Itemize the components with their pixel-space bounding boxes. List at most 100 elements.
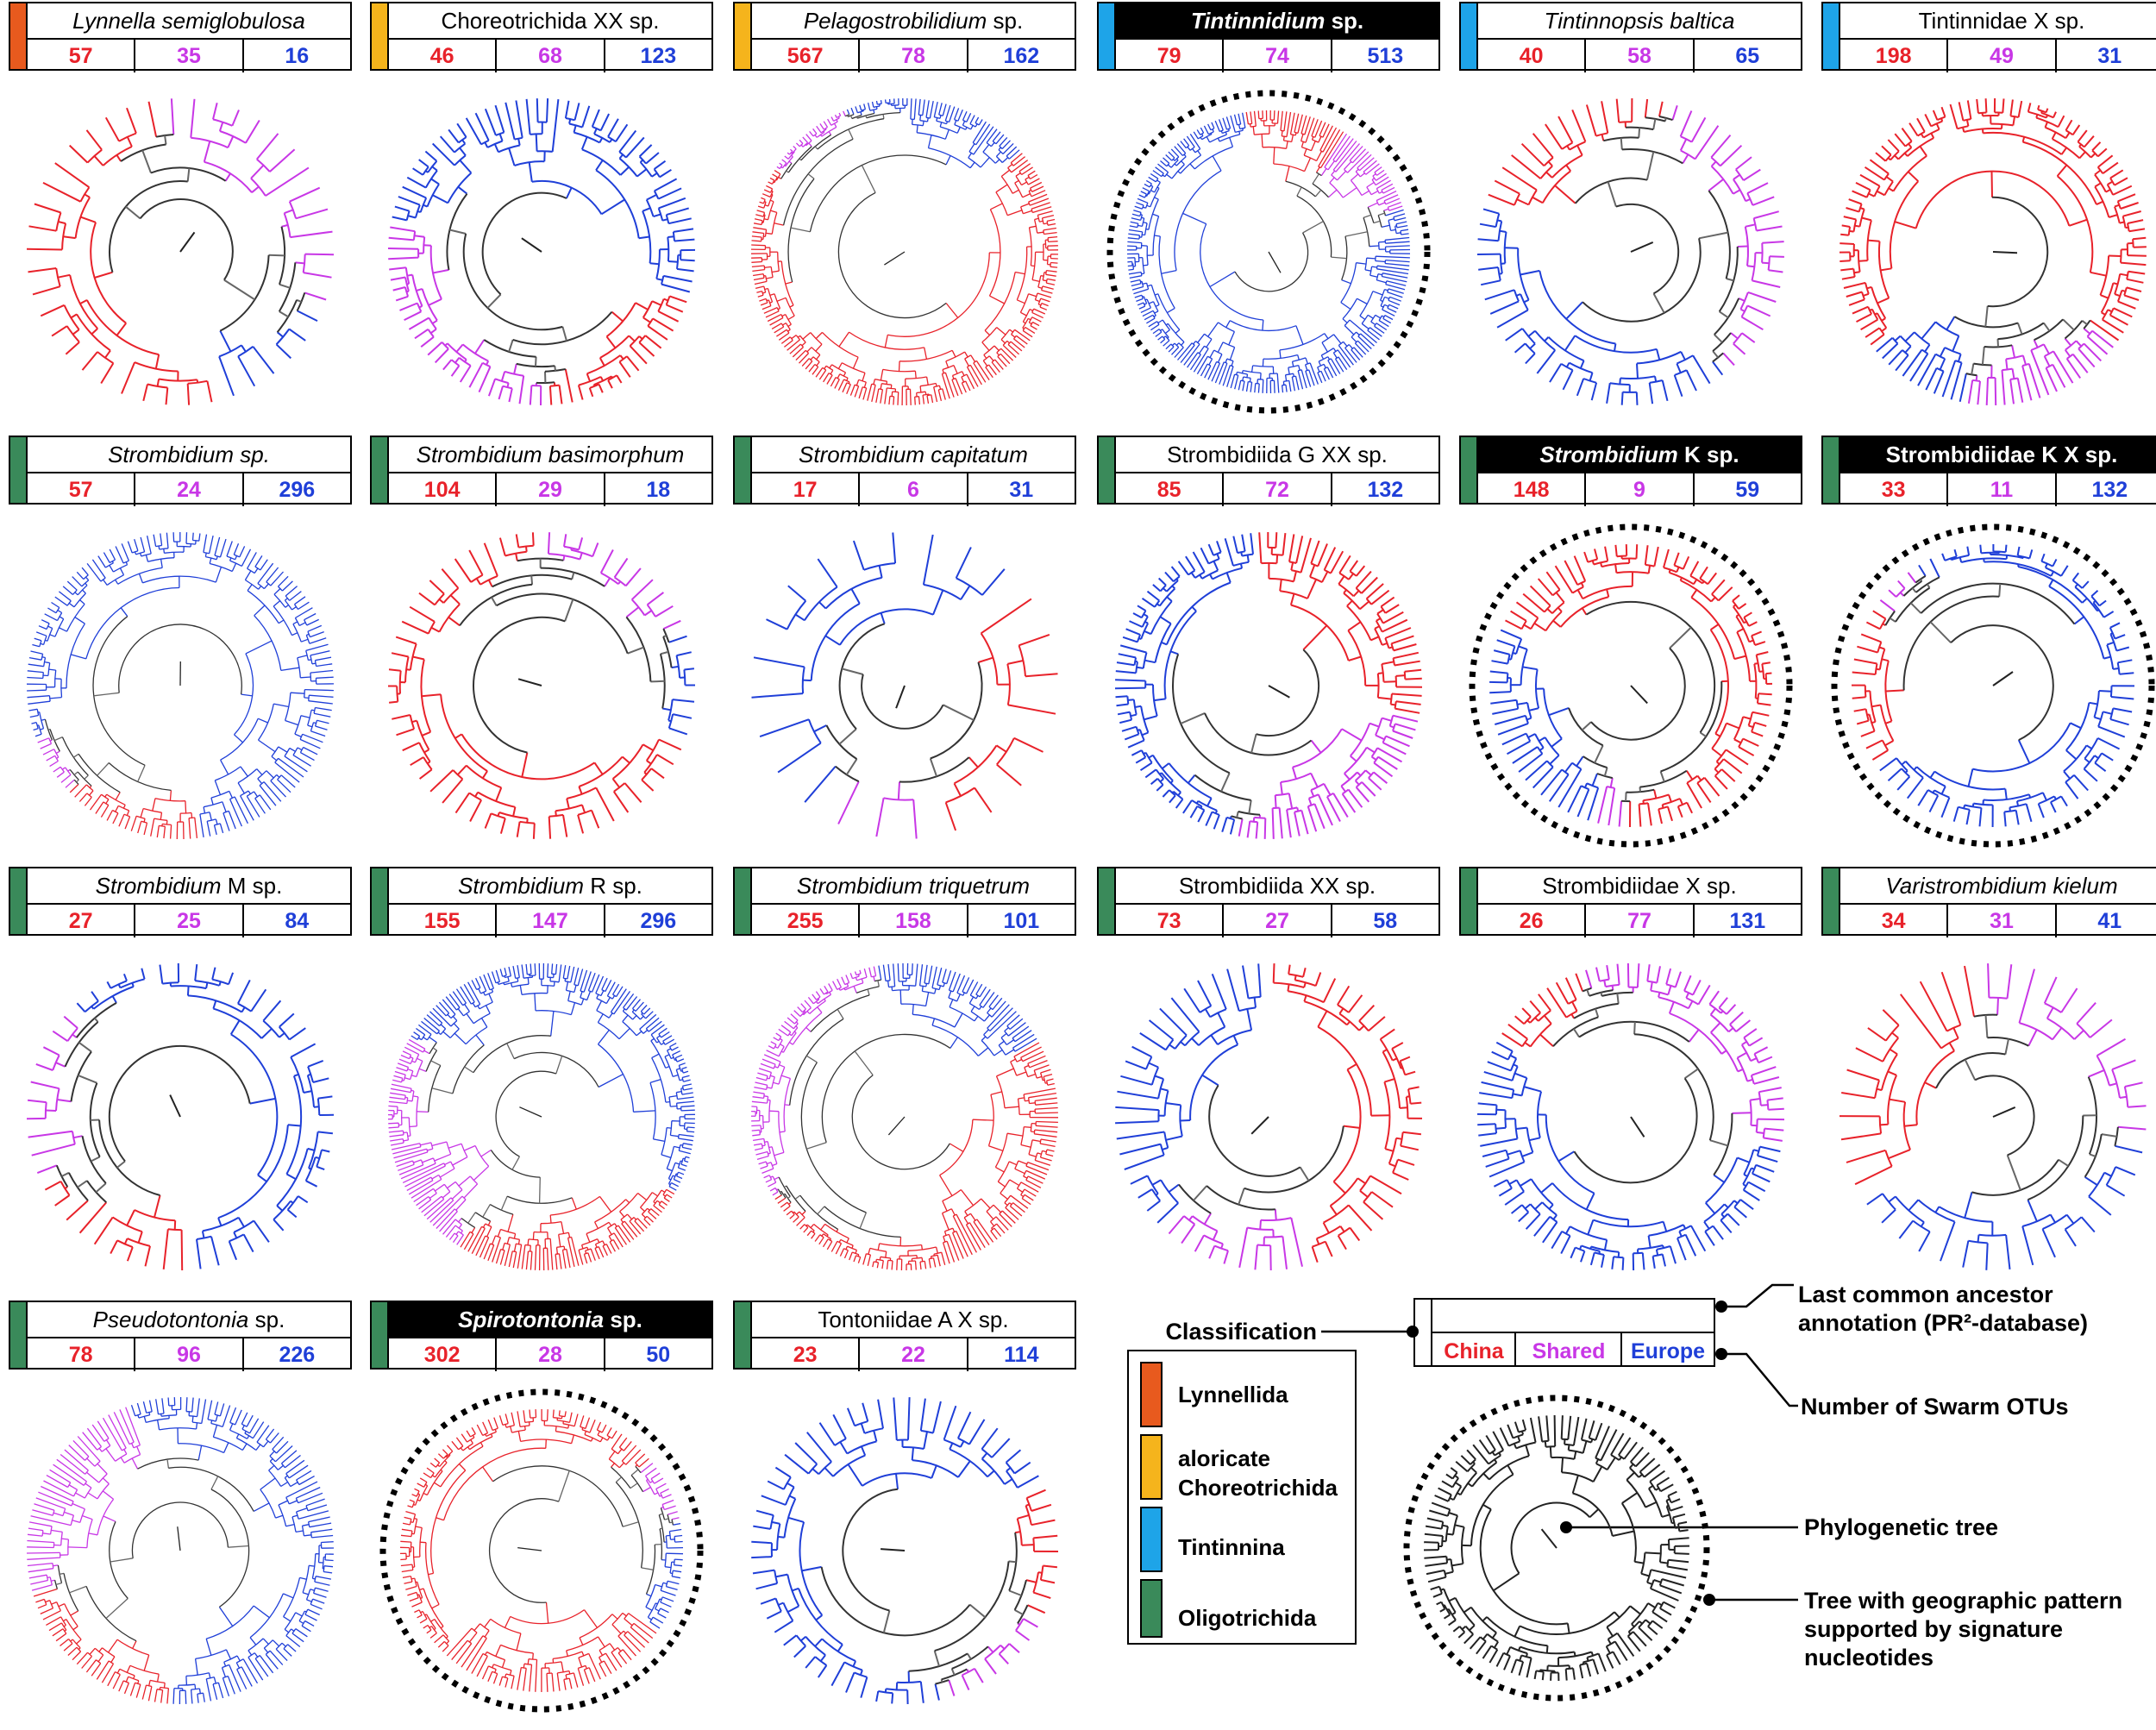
shared-count: 78 bbox=[858, 40, 966, 72]
taxon-name: Strombidiidae X sp. bbox=[1478, 868, 1801, 905]
china-count: 17 bbox=[752, 473, 858, 506]
europe-count: 16 bbox=[242, 40, 350, 72]
china-count: 198 bbox=[1840, 40, 1946, 72]
classification-color-bar bbox=[9, 436, 28, 505]
phylogenetic-tree bbox=[741, 1387, 1069, 1714]
shared-count: 28 bbox=[495, 1338, 603, 1371]
classification-color-bar bbox=[1459, 436, 1478, 505]
phylogenetic-tree bbox=[16, 522, 344, 849]
china-count: 57 bbox=[28, 40, 134, 72]
taxon-name: Choreotrichida XX sp. bbox=[389, 3, 711, 40]
shared-count: 68 bbox=[495, 40, 603, 72]
key-shared: Shared bbox=[1532, 1339, 1606, 1363]
tree-panel: Strombidiidae K X sp. 33 11 132 bbox=[1821, 436, 2156, 865]
taxon-name: Strombidium R sp. bbox=[389, 868, 711, 905]
legend-example-tree bbox=[1401, 1393, 1712, 1703]
otu-label: Number of Swarm OTUs bbox=[1801, 1394, 2069, 1420]
classification-color-bar bbox=[733, 2, 752, 71]
classification-color-bar bbox=[370, 2, 389, 71]
china-count: 73 bbox=[1116, 905, 1222, 937]
tree-panel: Spirotontonia sp. 302 28 50 bbox=[370, 1301, 713, 1730]
tree-panel: Choreotrichida XX sp. 46 68 123 bbox=[370, 2, 713, 431]
europe-count: 131 bbox=[1693, 905, 1801, 937]
tree-panel: Varistrombidium kielum 34 31 41 bbox=[1821, 867, 2156, 1296]
taxon-name: Strombidiida G XX sp. bbox=[1116, 437, 1438, 473]
shared-count: 35 bbox=[134, 40, 241, 72]
china-count: 155 bbox=[389, 905, 495, 937]
taxon-name: Strombidium basimorphum bbox=[389, 437, 711, 473]
classification-color-bar bbox=[1097, 2, 1116, 71]
china-count: 85 bbox=[1116, 473, 1222, 506]
china-count: 34 bbox=[1840, 905, 1946, 937]
classification-color-bar bbox=[370, 436, 389, 505]
phylogenetic-tree bbox=[378, 88, 705, 416]
shared-count: 25 bbox=[134, 905, 241, 937]
europe-count: 513 bbox=[1331, 40, 1438, 72]
phylogenetic-tree bbox=[378, 1387, 705, 1714]
china-count: 46 bbox=[389, 40, 495, 72]
classification-color-bar bbox=[9, 867, 28, 936]
taxon-name: Strombidiida XX sp. bbox=[1116, 868, 1438, 905]
classification-color-bar bbox=[9, 2, 28, 71]
europe-count: 31 bbox=[2055, 40, 2156, 72]
taxon-name: Pseudotontonia sp. bbox=[28, 1302, 350, 1338]
classification-color-bar bbox=[370, 1301, 389, 1370]
shared-count: 9 bbox=[1584, 473, 1692, 506]
tree-panel: Tontoniidae A X sp. 23 22 114 bbox=[733, 1301, 1076, 1730]
taxon-name: Tontoniidae A X sp. bbox=[752, 1302, 1075, 1338]
tree-panel: Tintinnopsis baltica 40 58 65 bbox=[1459, 2, 1802, 431]
phylogenetic-tree bbox=[741, 953, 1069, 1281]
classification-color-bar bbox=[1821, 436, 1840, 505]
phylogenetic-tree bbox=[1467, 522, 1795, 849]
europe-count: 18 bbox=[604, 473, 711, 506]
china-count: 104 bbox=[389, 473, 495, 506]
shared-count: 24 bbox=[134, 473, 241, 506]
phylogenetic-tree bbox=[16, 953, 344, 1281]
classification-color-bar bbox=[733, 436, 752, 505]
europe-count: 296 bbox=[242, 473, 350, 506]
tree-panel: Strombidium K sp. 148 9 59 bbox=[1459, 436, 1802, 865]
classification-color-bar bbox=[1459, 867, 1478, 936]
china-count: 26 bbox=[1478, 905, 1584, 937]
taxon-name: Spirotontonia sp. bbox=[389, 1302, 711, 1338]
phylogenetic-tree bbox=[1829, 522, 2156, 849]
tree-panel: Strombidium triquetrum 255 158 101 bbox=[733, 867, 1076, 1296]
tree-panel: Strombidiida XX sp. 73 27 58 bbox=[1097, 867, 1440, 1296]
shared-count: 11 bbox=[1946, 473, 2054, 506]
europe-count: 50 bbox=[604, 1338, 711, 1371]
china-count: 27 bbox=[28, 905, 134, 937]
china-count: 57 bbox=[28, 473, 134, 506]
china-count: 255 bbox=[752, 905, 858, 937]
taxon-name: Strombidiidae K X sp. bbox=[1840, 437, 2156, 473]
classification-color-bar bbox=[9, 1301, 28, 1370]
shared-count: 77 bbox=[1584, 905, 1692, 937]
classification-color-bar bbox=[1097, 867, 1116, 936]
phylogenetic-tree bbox=[1105, 953, 1432, 1281]
phylogenetic-tree bbox=[16, 88, 344, 416]
swatch-choreotrichida bbox=[1141, 1435, 1162, 1499]
europe-count: 132 bbox=[1331, 473, 1438, 506]
europe-count: 59 bbox=[1693, 473, 1801, 506]
china-count: 33 bbox=[1840, 473, 1946, 506]
taxon-name: Strombidium capitatum bbox=[752, 437, 1075, 473]
shared-count: 27 bbox=[1222, 905, 1330, 937]
europe-count: 58 bbox=[1331, 905, 1438, 937]
classification-color-bar bbox=[1459, 2, 1478, 71]
tree-panel: Pelagostrobilidium sp. 567 78 162 bbox=[733, 2, 1076, 431]
shared-count: 49 bbox=[1946, 40, 2054, 72]
taxon-name: Tintinnidae X sp. bbox=[1840, 3, 2156, 40]
tree-panel: Strombidium sp. 57 24 296 bbox=[9, 436, 352, 865]
tree-label: Phylogenetic tree bbox=[1804, 1514, 1998, 1540]
tree-panel: Strombidiida G XX sp. 85 72 132 bbox=[1097, 436, 1440, 865]
europe-count: 162 bbox=[967, 40, 1075, 72]
shared-count: 96 bbox=[134, 1338, 241, 1371]
classification-color-bar bbox=[1821, 867, 1840, 936]
shared-count: 6 bbox=[858, 473, 966, 506]
taxon-name: Strombidium sp. bbox=[28, 437, 350, 473]
shared-count: 29 bbox=[495, 473, 603, 506]
europe-count: 296 bbox=[604, 905, 711, 937]
europe-count: 132 bbox=[2055, 473, 2156, 506]
swatch-tintinnina bbox=[1141, 1507, 1162, 1571]
phylogenetic-tree bbox=[1829, 88, 2156, 416]
key-header-box bbox=[1414, 1299, 1714, 1366]
